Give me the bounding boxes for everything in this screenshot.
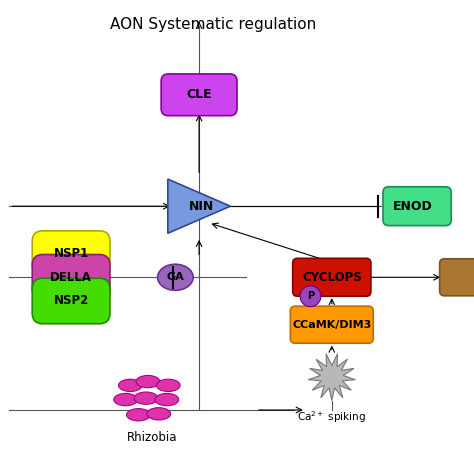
FancyBboxPatch shape <box>292 258 371 296</box>
Ellipse shape <box>118 379 142 392</box>
FancyBboxPatch shape <box>161 74 237 116</box>
FancyBboxPatch shape <box>32 278 110 324</box>
Text: CCaMK/DIM3: CCaMK/DIM3 <box>292 319 372 330</box>
Text: NSP2: NSP2 <box>54 294 89 308</box>
Text: AON Systematic regulation: AON Systematic regulation <box>110 17 317 32</box>
Ellipse shape <box>155 393 179 406</box>
Text: NSP1: NSP1 <box>54 247 89 260</box>
Ellipse shape <box>134 392 158 404</box>
Polygon shape <box>168 179 230 233</box>
Ellipse shape <box>157 264 193 290</box>
Text: NIN: NIN <box>189 200 214 213</box>
Ellipse shape <box>136 375 160 388</box>
Polygon shape <box>308 354 356 401</box>
Text: CLE: CLE <box>186 88 212 101</box>
Text: GA: GA <box>166 272 184 283</box>
Text: DELLA: DELLA <box>50 271 92 284</box>
FancyBboxPatch shape <box>383 187 451 226</box>
Text: ENOD: ENOD <box>392 200 432 213</box>
Text: Ca$^{2+}$ spiking: Ca$^{2+}$ spiking <box>297 409 366 425</box>
FancyBboxPatch shape <box>439 259 474 296</box>
Text: CYCLOPS: CYCLOPS <box>302 271 362 284</box>
FancyBboxPatch shape <box>32 255 110 300</box>
Text: P: P <box>307 291 314 301</box>
FancyBboxPatch shape <box>290 306 373 343</box>
Ellipse shape <box>156 379 180 392</box>
Ellipse shape <box>147 408 171 420</box>
FancyBboxPatch shape <box>32 231 110 276</box>
Ellipse shape <box>114 393 137 406</box>
Circle shape <box>300 286 321 307</box>
Text: Rhizobia: Rhizobia <box>127 431 177 444</box>
Ellipse shape <box>127 409 150 421</box>
